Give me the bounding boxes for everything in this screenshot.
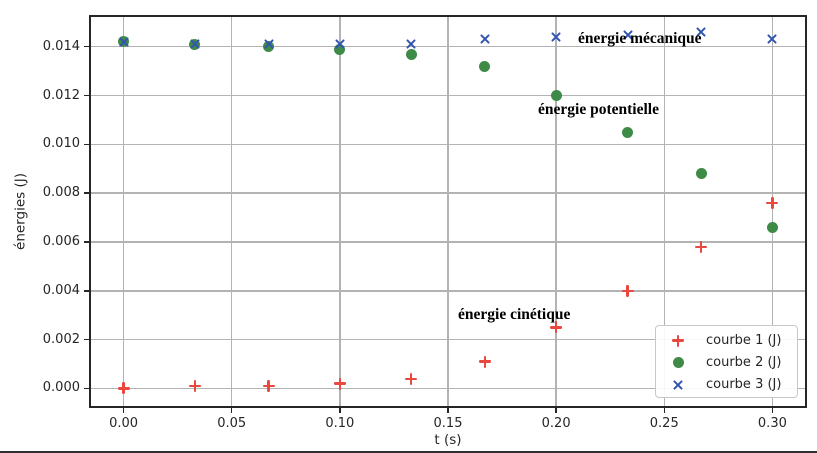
x-tick-mark — [339, 408, 341, 413]
y-tick-label: 0.002 — [42, 331, 80, 347]
x-tick-mark — [555, 408, 557, 413]
circle-marker-icon — [766, 221, 778, 233]
x-tick-mark — [122, 408, 125, 413]
grid-line-y — [89, 387, 807, 390]
grid-line-x — [771, 15, 774, 408]
grid-line-y — [89, 290, 807, 292]
plus-marker-icon — [478, 355, 491, 368]
x-tick-mark — [663, 408, 665, 413]
plus-marker-icon — [262, 380, 275, 393]
circle-marker-icon — [672, 357, 684, 368]
plot-frame — [89, 15, 807, 408]
legend-item-label: courbe 3 (J) — [706, 377, 782, 392]
legend-marker-cell — [656, 379, 700, 391]
y-tick-mark — [84, 45, 89, 48]
cross-marker-icon — [670, 376, 687, 393]
legend-item-label: courbe 1 (J) — [706, 333, 782, 348]
y-tick-mark — [84, 387, 89, 390]
annotation-energie-mecanique: énergie mécanique — [578, 30, 702, 47]
x-tick-mark — [771, 408, 774, 413]
circle-marker-icon — [405, 48, 417, 60]
plot-area — [89, 15, 807, 408]
x-tick-label: 0.15 — [433, 416, 463, 431]
circle-marker-icon — [695, 168, 707, 180]
legend-marker-cell — [656, 334, 700, 347]
legend-item-label: courbe 2 (J) — [706, 355, 782, 370]
circle-marker-icon — [479, 60, 491, 72]
legend-marker-cell — [656, 357, 700, 368]
grid-line-y — [89, 143, 807, 146]
plus-marker-icon — [695, 240, 708, 253]
grid-line-x — [230, 15, 233, 408]
annotation-energie-potentielle: énergie potentielle — [538, 101, 659, 118]
y-tick-mark — [84, 143, 89, 146]
y-tick-label: 0.000 — [42, 380, 80, 396]
annotation-energie-cinetique: énergie cinétique — [458, 306, 571, 323]
x-tick-label: 0.10 — [325, 416, 355, 431]
grid-line-y — [89, 192, 807, 194]
y-tick-label: 0.014 — [42, 38, 80, 54]
x-tick-label: 0.25 — [649, 416, 679, 431]
x-tick-label: 0.20 — [541, 416, 571, 431]
plus-marker-icon — [405, 372, 418, 385]
grid-line-y — [89, 94, 807, 97]
plus-marker-icon — [766, 196, 779, 209]
y-tick-label: 0.010 — [42, 136, 80, 152]
grid-line-x — [663, 15, 665, 408]
x-tick-label: 0.00 — [109, 416, 139, 431]
plus-marker-icon — [188, 380, 201, 393]
y-tick-mark — [84, 290, 89, 292]
plus-marker-icon — [333, 377, 346, 390]
y-axis-label: énergies (J) — [12, 173, 29, 250]
grid-line-x — [122, 15, 125, 408]
plus-marker-icon — [621, 284, 634, 297]
plus-marker-icon — [672, 334, 684, 347]
legend: courbe 1 (J) courbe 2 (J) courbe 3 (J) — [655, 325, 798, 398]
circle-marker-icon — [550, 90, 562, 102]
legend-item-courbe-3: courbe 3 (J) — [656, 374, 797, 396]
grid-line-y — [89, 241, 807, 243]
circle-marker-icon — [263, 41, 274, 53]
grid-line-x — [339, 15, 341, 408]
plus-marker-icon — [550, 321, 563, 334]
y-tick-mark — [84, 241, 89, 243]
circle-marker-icon — [334, 43, 346, 55]
legend-item-courbe-1: courbe 1 (J) — [656, 330, 797, 352]
y-tick-label: 0.004 — [42, 282, 80, 298]
y-tick-mark — [84, 192, 89, 194]
y-tick-mark — [84, 338, 89, 341]
circle-marker-icon — [622, 126, 633, 138]
y-tick-mark — [84, 94, 89, 97]
grid-line-y — [89, 338, 807, 341]
x-axis-label: t (s) — [434, 432, 462, 448]
y-tick-label: 0.008 — [42, 185, 80, 201]
x-tick-label: 0.30 — [757, 416, 787, 431]
y-tick-label: 0.012 — [42, 87, 80, 103]
plus-marker-icon — [117, 382, 130, 395]
grid-line-x — [555, 15, 557, 408]
grid-line-x — [447, 15, 449, 408]
legend-item-courbe-2: courbe 2 (J) — [656, 352, 797, 374]
x-tick-mark — [230, 408, 233, 413]
window-bottom-edge — [0, 451, 817, 453]
y-tick-label: 0.006 — [42, 234, 80, 249]
x-tick-label: 0.05 — [217, 416, 247, 431]
grid-line-y — [89, 45, 807, 48]
x-tick-mark — [447, 408, 449, 413]
